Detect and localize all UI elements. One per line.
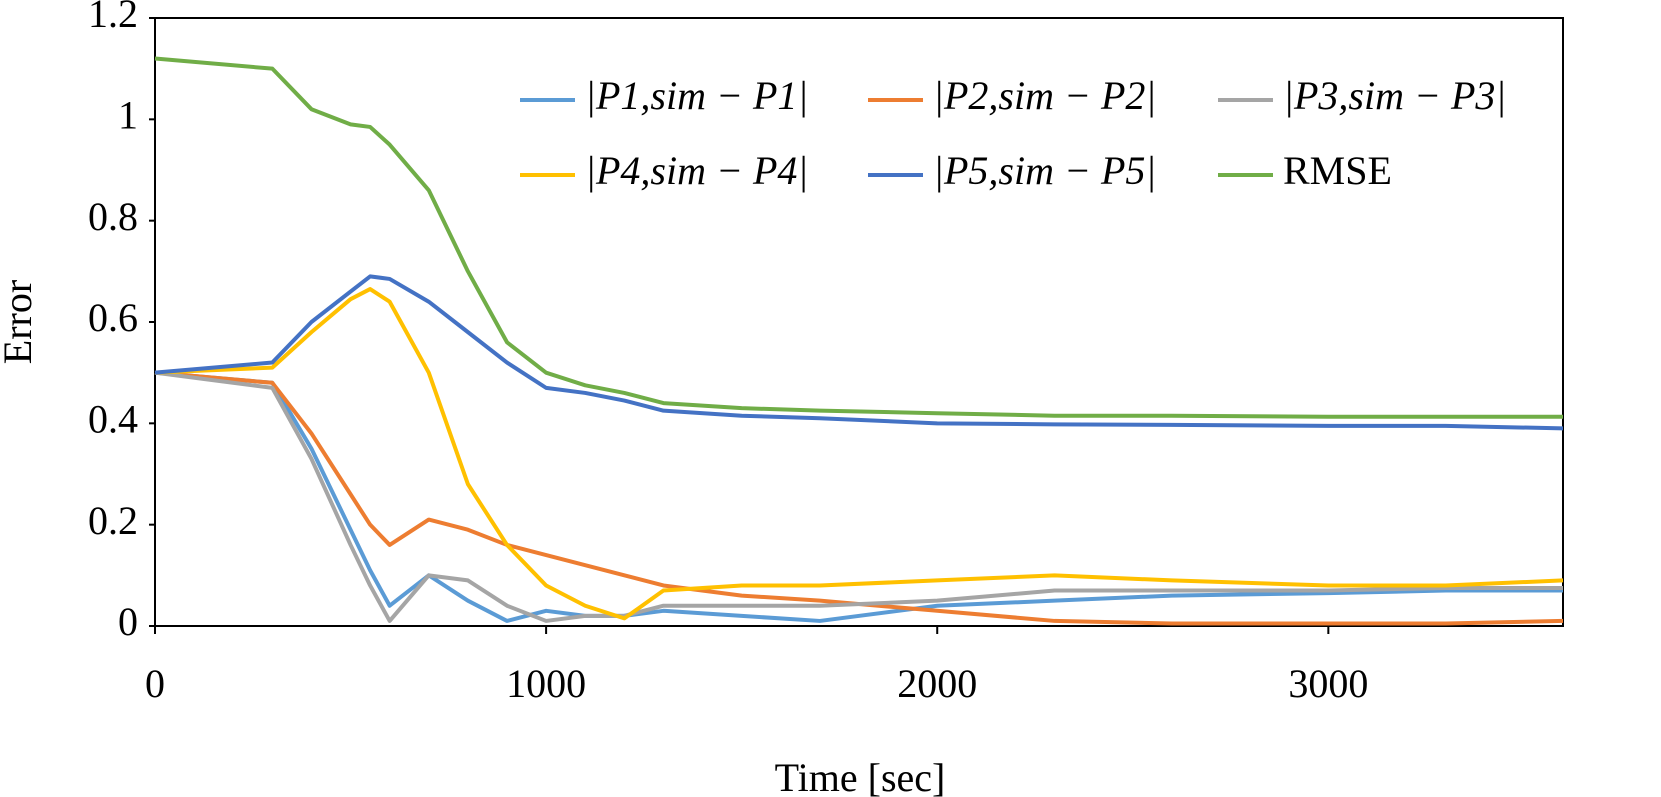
y-tick-label: 0	[118, 599, 138, 644]
y-tick-label: 1	[118, 93, 138, 138]
x-tick-label: 3000	[1288, 661, 1368, 706]
y-tick-label: 0.4	[88, 397, 138, 442]
y-tick-label: 0.8	[88, 194, 138, 239]
x-tick-label: 1000	[506, 661, 586, 706]
x-axis-title: Time [sec]	[775, 755, 946, 797]
line-series	[154, 274, 1564, 431]
line-series	[154, 370, 1563, 623]
x-tick-label: 0	[145, 661, 165, 706]
legend-label: |P3,sim − P3|	[1283, 73, 1506, 118]
legend-label: |P4,sim − P4|	[585, 148, 808, 193]
line-series	[154, 56, 1563, 419]
y-tick-label: 0.6	[88, 295, 138, 340]
x-tick-label: 2000	[897, 661, 977, 706]
legend-label: |P5,sim − P5|	[933, 148, 1156, 193]
legend-label: |P1,sim − P1|	[585, 73, 808, 118]
line-series	[154, 287, 1564, 621]
y-tick-label: 1.2	[88, 0, 138, 36]
y-axis-title: Error	[0, 280, 40, 364]
legend-label: RMSE	[1283, 148, 1392, 193]
line-series	[154, 370, 1564, 626]
y-tick-label: 0.2	[88, 498, 138, 543]
legend-label: |P2,sim − P2|	[933, 73, 1156, 118]
plot-frame	[154, 17, 1564, 627]
